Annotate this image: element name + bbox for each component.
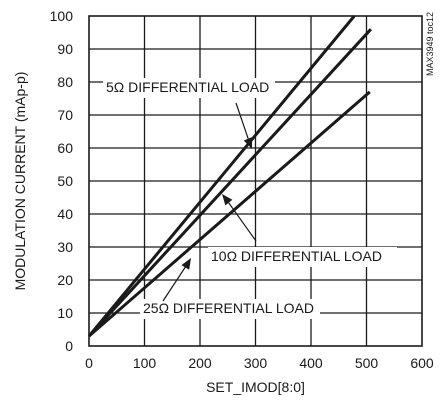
- annotation-leader: [225, 198, 257, 242]
- series-line-3: [88, 90, 371, 338]
- annotation-arrowhead: [181, 258, 191, 270]
- series-line-2: [87, 28, 373, 338]
- annotation-label: 5Ω DIFFERENTIAL LOAD: [106, 79, 269, 95]
- x-tick-label: 0: [85, 355, 93, 371]
- series-layer: [87, 15, 373, 338]
- annotation-label: 10Ω DIFFERENTIAL LOAD: [211, 248, 382, 264]
- y-tick-label: 20: [57, 272, 73, 288]
- y-tick-label: 70: [57, 107, 73, 123]
- x-tick-label: 200: [188, 355, 212, 371]
- annotation-label: 25Ω DIFFERENTIAL LOAD: [143, 300, 314, 316]
- plot-frame: [88, 15, 423, 347]
- annotation-layer: 5Ω DIFFERENTIAL LOAD 10Ω DIFFERENTIAL LOA…: [103, 78, 397, 319]
- annotation-arrowhead: [222, 194, 233, 206]
- x-tick-label: 600: [410, 355, 434, 371]
- grid-layer: [89, 16, 422, 346]
- annotation-mask: [208, 247, 397, 267]
- figure-id-watermark: MAX3949 toc12: [425, 12, 435, 76]
- y-tick-label: 30: [57, 239, 73, 255]
- y-tick-label: 50: [57, 173, 73, 189]
- annotation-leader: [162, 262, 189, 302]
- y-tick-label: 80: [57, 74, 73, 90]
- x-tick-label: 100: [133, 355, 157, 371]
- y-tick-label: 100: [50, 8, 74, 24]
- x-tick-label: 500: [355, 355, 379, 371]
- x-tick-label: 300: [244, 355, 268, 371]
- y-axis-title: MODULATION CURRENT (mAp-p): [12, 72, 28, 291]
- annotation-arrowhead: [243, 137, 253, 149]
- annotation-mask: [103, 78, 275, 98]
- y-tick-label: 40: [57, 206, 73, 222]
- x-axis-title: SET_IMOD[8:0]: [206, 379, 305, 395]
- series-line-1: [87, 15, 356, 338]
- x-tick-label: 400: [299, 355, 323, 371]
- y-tick-label: 10: [57, 305, 73, 321]
- y-tick-label: 90: [57, 41, 73, 57]
- tick-label-layer: 0 100 200 300 400 500 600 0 10 20 30 40 50 60 70 80 90 10…: [50, 8, 434, 371]
- y-tick-label: 60: [57, 140, 73, 156]
- annotation-leader: [235, 102, 251, 145]
- annotation-mask: [140, 299, 320, 319]
- y-tick-label: 0: [65, 338, 73, 354]
